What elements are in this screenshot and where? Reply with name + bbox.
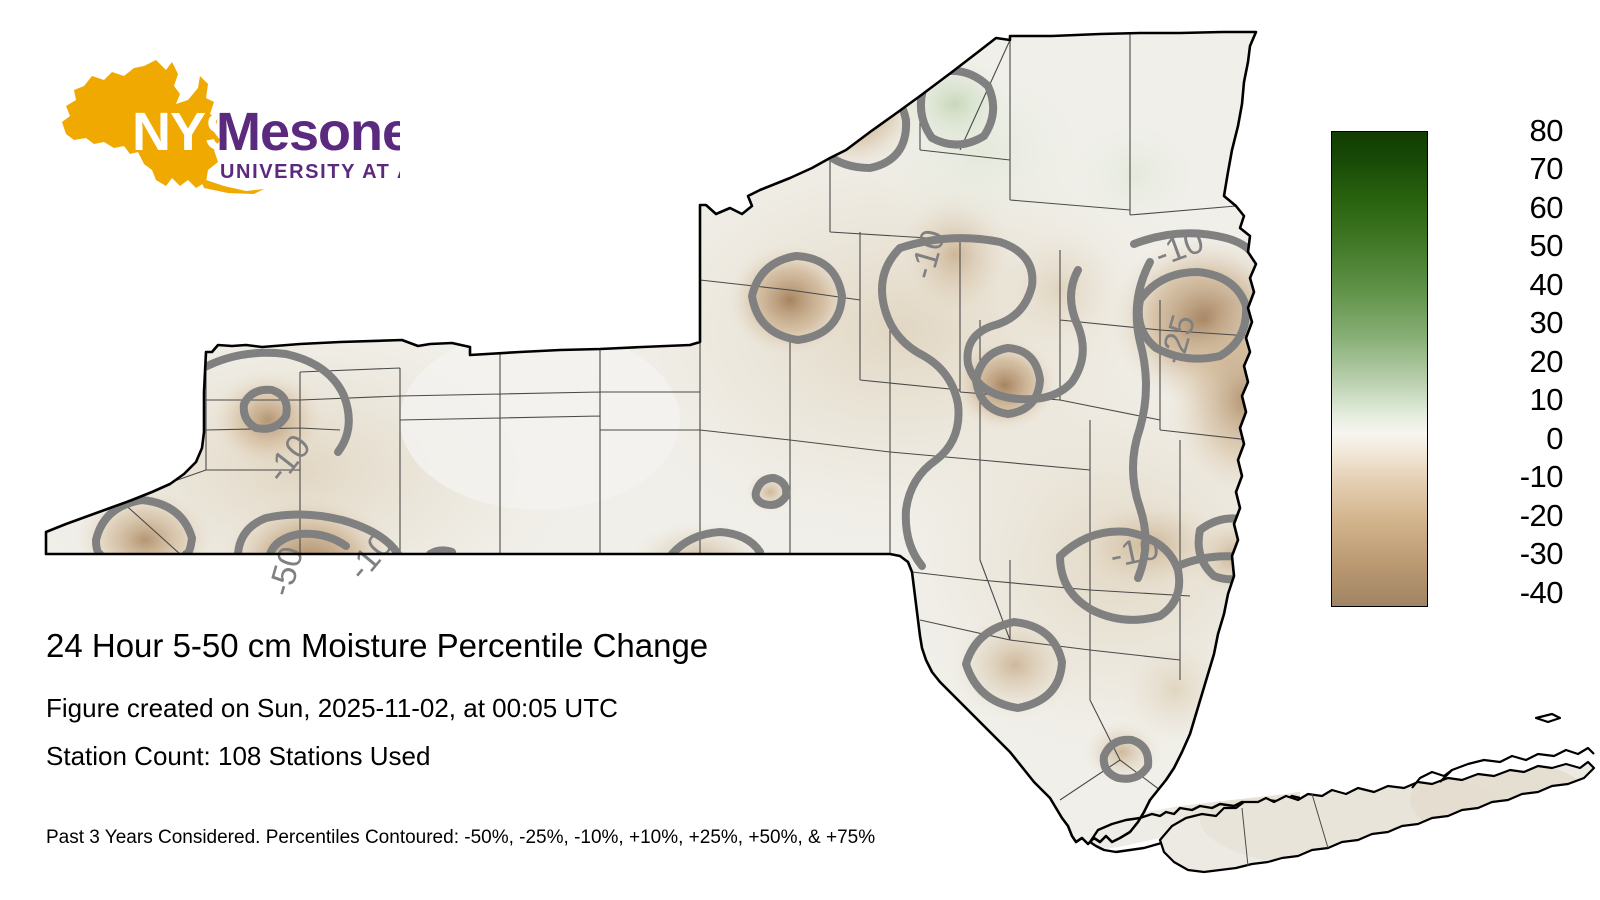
map-svg: -10 -10 -50 -10 -10 -25 -10 bbox=[44, 30, 1300, 854]
li-county-path bbox=[1241, 793, 1329, 867]
contour-path bbox=[972, 344, 1044, 418]
field-blob bbox=[1065, 115, 1205, 235]
field-blob bbox=[400, 330, 680, 510]
colorbar-tick: 0 bbox=[1546, 421, 1563, 456]
contour-path bbox=[1056, 527, 1184, 624]
colorbar-tick: 30 bbox=[1529, 305, 1564, 340]
contour-path bbox=[878, 244, 963, 570]
colorbar-gradient bbox=[1331, 131, 1428, 607]
colorbar-tick: 40 bbox=[1529, 267, 1564, 302]
contour-path bbox=[896, 234, 1087, 404]
caption-block: 24 Hour 5-50 cm Moisture Percentile Chan… bbox=[46, 624, 1146, 780]
colorbar-tick: 70 bbox=[1529, 151, 1564, 186]
li-islet-path bbox=[1534, 712, 1562, 724]
contour-lines bbox=[92, 66, 1256, 783]
li-north-fork-path bbox=[1439, 746, 1595, 783]
colorbar-tick: 50 bbox=[1529, 228, 1564, 263]
li-boundary-path bbox=[1158, 760, 1596, 874]
field-blob bbox=[210, 370, 326, 470]
figure-footnote: Past 3 Years Considered. Percentiles Con… bbox=[46, 827, 876, 848]
colorbar-tick: 10 bbox=[1529, 382, 1564, 417]
colorbar-tick: 60 bbox=[1529, 190, 1564, 225]
long-island-detail-svg bbox=[1158, 712, 1596, 874]
logo-svg: NYS Mesonet UNIVERSITY AT ALBANY bbox=[62, 60, 400, 194]
li-outline bbox=[1158, 712, 1596, 874]
figure-title: 24 Hour 5-50 cm Moisture Percentile Chan… bbox=[46, 627, 709, 664]
contour-path bbox=[1099, 735, 1153, 783]
logo-state-shape-icon bbox=[62, 60, 264, 194]
contour-path bbox=[916, 66, 998, 149]
contour-path bbox=[192, 348, 353, 456]
station-count-line: Station Count: 108 Stations Used bbox=[46, 741, 431, 771]
contour-path bbox=[1134, 268, 1251, 363]
colorbar-tick: -10 bbox=[1519, 459, 1564, 494]
contour-path bbox=[239, 385, 291, 433]
colorbar-tick-labels: 80 70 60 50 40 30 20 10 0 -10 -20 -30 -4… bbox=[1443, 109, 1573, 629]
contour-path bbox=[668, 528, 764, 558]
li-county-borders bbox=[1241, 793, 1329, 867]
logo-nys-text: NYS bbox=[132, 102, 240, 162]
contour-path bbox=[1129, 258, 1154, 582]
colorbar-tick: 80 bbox=[1529, 113, 1564, 148]
figure-created-line: Figure created on Sun, 2025-11-02, at 00… bbox=[46, 693, 618, 723]
logo-tagline-text: UNIVERSITY AT ALBANY bbox=[220, 161, 400, 183]
logo-mesonet-text: Mesonet bbox=[216, 102, 400, 162]
contour-path bbox=[234, 510, 402, 558]
colorbar-tick: -40 bbox=[1519, 575, 1564, 610]
colorbar-tick: -30 bbox=[1519, 536, 1564, 571]
moisture-percentile-map: -10 -10 -50 -10 -10 -25 -10 bbox=[44, 30, 1596, 874]
state-outline bbox=[44, 30, 1258, 846]
colorbar-tick: 20 bbox=[1529, 344, 1564, 379]
contour-path bbox=[962, 618, 1066, 712]
contour-path bbox=[180, 368, 200, 474]
state-boundary-path bbox=[44, 30, 1258, 846]
county-borders bbox=[46, 33, 1251, 801]
colorbar-tick: -20 bbox=[1519, 498, 1564, 533]
contour-path bbox=[266, 529, 350, 558]
nys-mesonet-logo: NYS Mesonet UNIVERSITY AT ALBANY bbox=[48, 58, 400, 194]
contour-path bbox=[748, 252, 846, 344]
li-bay-path bbox=[1411, 769, 1453, 789]
contour-path bbox=[751, 474, 791, 509]
field-blob bbox=[1070, 495, 1230, 595]
colorbar: 80 70 60 50 40 30 20 10 0 -10 -20 -30 -4… bbox=[1331, 115, 1581, 611]
